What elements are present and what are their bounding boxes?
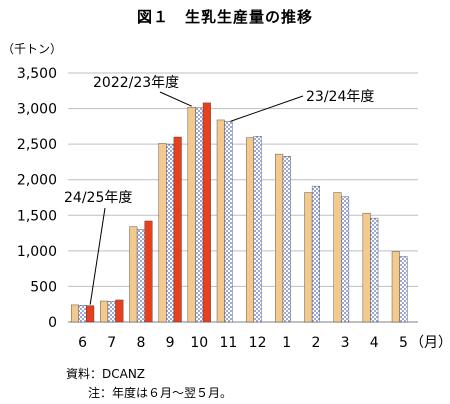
series-label-fy2024-25: 24/25年度 [64, 190, 132, 206]
bar-fy2023-24 [78, 305, 87, 323]
bar-fy2022-23 [362, 212, 371, 323]
y-tick-label: 0 [48, 315, 57, 331]
source-note: 資料：DCANZ [66, 367, 146, 381]
bar-fy2023-24 [253, 136, 262, 323]
series-label-fy2023-24: 23/24年度 [306, 89, 374, 105]
y-axis-unit-label: （千トン） [2, 42, 63, 56]
x-tick-label: 5 [399, 335, 408, 351]
footnote: 注：年度は６月～翌５月。 [88, 386, 233, 400]
bar-fy2023-24 [107, 301, 116, 323]
bar-fy2022-23 [129, 226, 138, 323]
bar-fy2022-23 [275, 153, 284, 323]
bar-fy2023-24 [136, 229, 145, 323]
x-tick-label: 9 [166, 335, 175, 351]
x-tick-label: 1 [282, 335, 291, 351]
x-tick-label: 11 [220, 335, 238, 351]
x-tick-label: 4 [370, 335, 379, 351]
bar-fy2022-23 [158, 143, 167, 323]
x-tick-label: 6 [78, 335, 87, 351]
x-tick-label: 2 [311, 335, 320, 351]
y-tick-label: 500 [30, 279, 57, 295]
bar-fy2024-25 [173, 136, 182, 323]
x-tick-label: 10 [190, 335, 208, 351]
y-tick-label: 1,500 [17, 208, 57, 224]
series-label-fy2023-24-leader [230, 95, 304, 122]
bar-fy2022-23 [70, 304, 79, 323]
series-label-fy2022-23-leader [159, 91, 192, 107]
chart-title: 図１ 生乳生産量の推移 [136, 8, 313, 26]
bar-fy2023-24 [282, 156, 291, 323]
bar-fy2024-25 [86, 305, 95, 323]
bar-fy2022-23 [187, 106, 196, 323]
series-label-fy2022-23: 2022/23年度 [93, 75, 179, 91]
bar-fy2022-23 [391, 251, 400, 323]
bar-fy2022-23 [333, 192, 342, 323]
bar-fy2023-24 [399, 256, 408, 323]
bar-fy2023-24 [341, 196, 350, 323]
y-tick-label: 3,000 [17, 102, 57, 118]
bar-fy2022-23 [304, 192, 313, 323]
x-tick-label: 12 [249, 335, 267, 351]
y-tick-label: 3,500 [17, 66, 57, 82]
y-tick-label: 2,500 [17, 137, 57, 153]
bar-fy2023-24 [166, 143, 175, 323]
bar-fy2023-24 [195, 107, 204, 323]
bar-fy2023-24 [370, 217, 379, 323]
bar-fy2022-23 [245, 137, 254, 323]
bar-fy2024-25 [115, 299, 124, 323]
x-tick-label: 8 [136, 335, 145, 351]
x-tick-label: 3 [341, 335, 350, 351]
x-tick-label: 7 [107, 335, 116, 351]
series-label-fy2024-25-leader [89, 207, 106, 305]
bar-fy2023-24 [224, 121, 233, 323]
bar-fy2022-23 [216, 119, 225, 323]
bar-fy2024-25 [202, 102, 211, 323]
bar-fy2024-25 [144, 220, 153, 323]
y-tick-label: 2,000 [17, 173, 57, 189]
y-tick-label: 1,000 [17, 244, 57, 260]
bar-fy2022-23 [100, 300, 109, 323]
bar-fy2023-24 [311, 185, 320, 323]
x-axis-unit-label: （月） [410, 335, 450, 351]
